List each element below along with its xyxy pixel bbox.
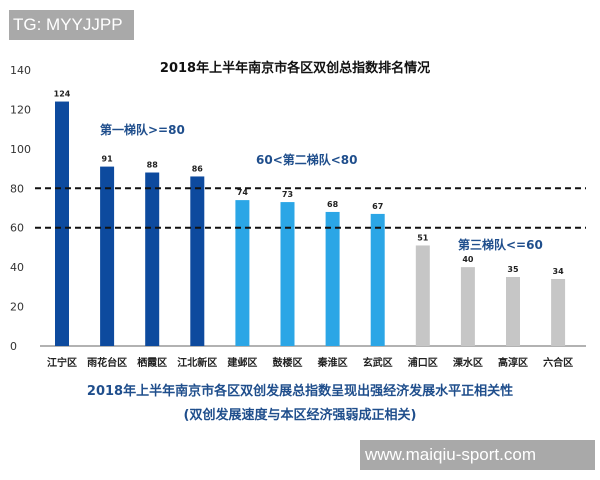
data-label: 91 (102, 155, 114, 164)
chart-title: 2018年上半年南京市各区双创总指数排名情况 (160, 60, 430, 76)
x-tick-label: 玄武区 (363, 356, 393, 369)
bar (100, 166, 115, 346)
data-label: 35 (507, 265, 519, 274)
data-label: 73 (282, 190, 293, 199)
data-label: 68 (327, 200, 339, 209)
x-tick-label: 秦淮区 (317, 356, 348, 369)
bar (325, 211, 340, 346)
data-label: 88 (147, 161, 159, 170)
x-tick-label: 建邺区 (226, 356, 257, 369)
bar (415, 245, 430, 346)
x-tick-label: 溧水区 (453, 356, 483, 369)
data-label: 124 (54, 90, 71, 99)
x-tick-label: 雨花台区 (87, 356, 127, 369)
y-tick-label: 80 (10, 182, 24, 195)
x-tick-label: 六合区 (543, 356, 573, 369)
x-tick-label: 栖霞区 (137, 356, 167, 369)
y-tick-label: 60 (10, 222, 24, 235)
y-tick-label: 140 (10, 64, 31, 77)
caption-line1: 2018年上半年南京市各区双创发展总指数呈现出强经济发展水平正相关性 (86, 384, 514, 399)
bar (551, 278, 566, 346)
x-tick-label: 江宁区 (47, 356, 77, 369)
bar (55, 101, 69, 347)
tier-annotation: 第三梯队<=60 (458, 237, 543, 252)
bar (190, 176, 205, 346)
tier-annotation: 60<第二梯队<80 (256, 152, 358, 167)
data-label: 51 (417, 233, 429, 242)
y-tick-label: 0 (10, 340, 17, 353)
watermark-bottom: www.maiqiu-sport.com (360, 440, 595, 470)
x-tick-label: 浦口区 (408, 356, 438, 369)
data-label: 86 (192, 164, 204, 173)
x-tick-label: 江北新区 (177, 356, 217, 369)
y-tick-label: 120 (10, 103, 31, 116)
bar (145, 172, 160, 346)
y-tick-label: 20 (10, 301, 24, 314)
x-tick-label: 鼓楼区 (273, 356, 303, 369)
bar (235, 200, 250, 346)
bar (370, 213, 385, 346)
caption-line2: (双创发展速度与本区经济强弱成正相关) (183, 408, 417, 423)
y-tick-label: 100 (10, 143, 31, 156)
data-label: 34 (553, 267, 565, 276)
x-tick-label: 高淳区 (498, 356, 528, 369)
data-label: 74 (237, 188, 249, 197)
tier-annotation: 第一梯队>=80 (100, 122, 185, 137)
y-tick-label: 40 (10, 261, 24, 274)
watermark-top: TG: MYYJJPP (9, 10, 134, 40)
bar (280, 202, 295, 346)
data-label: 40 (462, 255, 474, 264)
data-label: 67 (372, 202, 383, 211)
bar (506, 277, 520, 346)
bar (460, 267, 475, 346)
